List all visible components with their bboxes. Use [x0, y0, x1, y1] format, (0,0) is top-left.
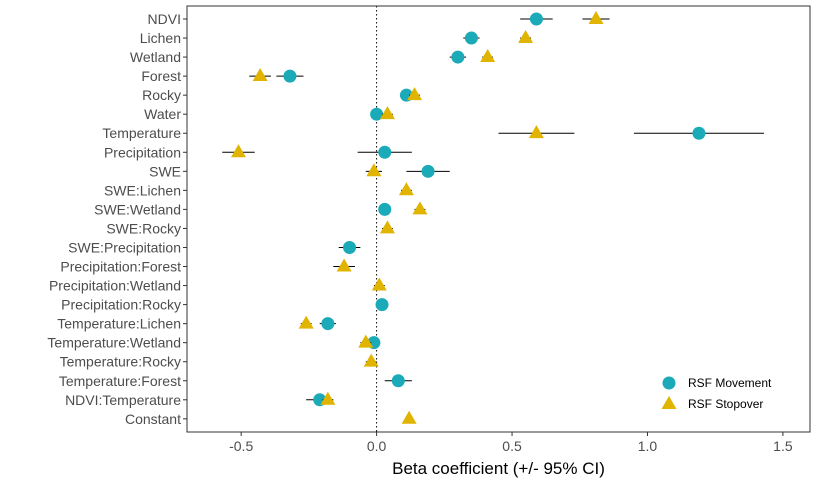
point-triangle — [412, 201, 428, 215]
point-circle — [692, 126, 706, 140]
y-tick-label: Lichen — [140, 30, 181, 46]
y-tick-label: Water — [144, 106, 181, 122]
y-tick-label: Temperature:Wetland — [47, 335, 181, 351]
y-tick-label: Temperature:Rocky — [60, 354, 181, 370]
point-triangle — [320, 391, 336, 405]
y-tick-label: Temperature:Forest — [59, 373, 181, 389]
chart-marks — [222, 6, 764, 432]
y-tick-label: Rocky — [142, 87, 181, 103]
legend-key-circle — [662, 376, 676, 390]
point-circle — [421, 164, 435, 178]
y-tick-label: SWE:Precipitation — [68, 239, 181, 255]
y-tick-label: Forest — [141, 68, 181, 84]
plot-panel-border — [186, 5, 811, 433]
point-triangle — [588, 10, 604, 24]
point-triangle — [407, 87, 423, 101]
point-circle — [343, 240, 357, 254]
x-tick-label: 1.5 — [773, 438, 793, 454]
point-triangle — [480, 49, 496, 63]
x-tick-label: 1.0 — [638, 438, 658, 454]
y-tick-label: SWE:Rocky — [106, 220, 181, 236]
x-tick-label: 0.5 — [502, 438, 522, 454]
y-tick-label: Precipitation — [104, 144, 181, 160]
point-triangle — [379, 106, 395, 120]
y-tick-label: Constant — [125, 411, 181, 427]
point-triangle — [371, 277, 387, 291]
y-axis: NDVI Lichen Wetland Forest Rocky Water Tempera… — [47, 11, 187, 427]
point-circle — [378, 202, 392, 216]
series-stopover — [222, 10, 610, 424]
legend-key-triangle — [661, 395, 677, 409]
x-tick-label: -0.5 — [229, 438, 253, 454]
point-triangle — [358, 334, 374, 348]
point-triangle — [363, 353, 379, 367]
y-tick-label: SWE:Wetland — [94, 201, 181, 217]
x-tick-label: 0.0 — [367, 438, 387, 454]
legend-label: RSF Stopover — [688, 397, 763, 411]
point-triangle — [401, 410, 417, 424]
y-tick-label: SWE — [149, 163, 181, 179]
y-tick-label: Wetland — [130, 49, 181, 65]
point-triangle — [366, 163, 382, 177]
point-circle — [529, 12, 543, 26]
legend-item: RSF Movement — [662, 376, 772, 390]
point-triangle — [518, 29, 534, 43]
series-movement — [276, 12, 764, 407]
legend-label: RSF Movement — [688, 376, 772, 390]
point-triangle — [230, 144, 246, 158]
x-axis-title: Beta coefficient (+/- 95% CI) — [392, 459, 605, 478]
point-triangle — [379, 220, 395, 234]
x-axis: -0.5 0.0 0.5 1.0 1.5 — [229, 432, 793, 454]
y-tick-label: NDVI — [148, 11, 181, 27]
point-circle — [378, 145, 392, 159]
point-circle — [370, 107, 384, 121]
point-circle — [321, 317, 335, 331]
y-tick-label: NDVI:Temperature — [65, 392, 181, 408]
point-circle — [283, 69, 297, 83]
y-tick-label: Precipitation:Rocky — [61, 297, 181, 313]
point-circle — [451, 50, 465, 64]
legend: RSF Movement RSF Stopover — [661, 376, 772, 411]
y-tick-label: Precipitation:Wetland — [49, 278, 181, 294]
point-circle — [391, 374, 405, 388]
point-triangle — [528, 125, 544, 139]
y-tick-label: Temperature:Lichen — [57, 316, 181, 332]
point-triangle — [398, 182, 414, 196]
y-tick-label: SWE:Lichen — [104, 182, 181, 198]
legend-item: RSF Stopover — [661, 395, 763, 411]
point-triangle — [298, 315, 314, 329]
y-tick-label: Precipitation:Forest — [60, 259, 181, 275]
y-tick-label: Temperature — [102, 125, 181, 141]
point-triangle — [336, 258, 352, 272]
point-circle — [375, 298, 389, 312]
point-circle — [464, 31, 478, 45]
point-triangle — [252, 68, 268, 82]
